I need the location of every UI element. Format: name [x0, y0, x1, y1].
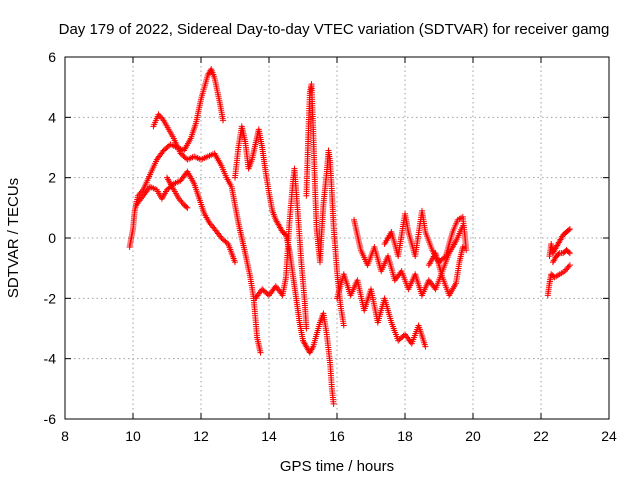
data-point-marker	[422, 343, 429, 350]
data-point-marker	[257, 349, 264, 356]
data-point-marker	[555, 251, 562, 258]
series-group	[303, 81, 347, 329]
x-tick-label: 14	[261, 428, 277, 444]
series-group	[425, 244, 466, 299]
data-point-marker	[232, 259, 238, 266]
x-tick-label: 18	[397, 428, 413, 444]
data-point-marker	[183, 203, 190, 210]
data-point-marker	[441, 254, 448, 261]
data-point-marker	[566, 262, 573, 269]
data-point-marker	[184, 204, 191, 211]
y-tick-label: 6	[48, 49, 56, 65]
grid	[65, 57, 609, 419]
series-group	[252, 165, 310, 332]
data-point-marker	[566, 225, 573, 232]
x-tick-label: 12	[193, 428, 209, 444]
y-tick-label: 2	[48, 170, 56, 186]
data-point-marker	[220, 117, 227, 124]
data-point-marker	[303, 325, 310, 332]
y-tick-label: 0	[48, 230, 56, 246]
y-tick-label: -2	[44, 290, 57, 306]
x-tick-label: 8	[61, 428, 69, 444]
series-group	[133, 168, 238, 266]
x-axis-label: GPS time / hours	[280, 458, 394, 475]
x-tick-label: 24	[601, 428, 617, 444]
series-group	[351, 216, 466, 299]
data-point-marker	[223, 239, 230, 246]
series-group	[150, 111, 264, 356]
x-tick-label: 20	[465, 428, 481, 444]
data-point-marker	[340, 322, 347, 329]
series-group	[381, 207, 470, 266]
series-group	[544, 262, 573, 299]
series-group	[334, 271, 429, 350]
x-tick-label: 22	[533, 428, 549, 444]
data-points	[126, 66, 573, 407]
series-group	[164, 174, 191, 211]
data-point-marker	[330, 400, 337, 407]
y-tick-label: -4	[44, 351, 57, 367]
y-axis-label: SDTVAR / TECUs	[5, 178, 22, 298]
series-group	[549, 247, 573, 266]
data-point-marker	[459, 244, 466, 251]
x-tick-label: 10	[125, 428, 141, 444]
data-point-marker	[463, 247, 470, 254]
data-point-marker	[565, 249, 572, 256]
data-point-marker	[565, 226, 572, 233]
chart-title: Day 179 of 2022, Sidereal Day-to-day VTE…	[59, 21, 610, 38]
x-tick-label: 16	[329, 428, 345, 444]
series-group	[126, 66, 227, 251]
y-tick-label: 4	[48, 109, 56, 125]
series-group	[232, 123, 337, 407]
y-tick-label: -6	[44, 411, 57, 427]
series-group	[546, 225, 573, 260]
data-point-marker	[566, 250, 573, 257]
